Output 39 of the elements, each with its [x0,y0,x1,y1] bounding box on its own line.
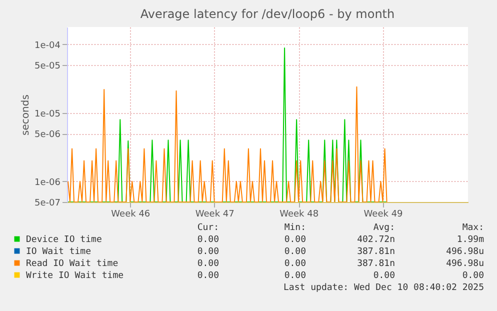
line-series [68,86,388,202]
text: 402.72n [357,235,395,245]
text: 0.00 [284,271,306,281]
text: Max: [462,223,484,233]
y-tick-label: 5e-07 [34,198,60,208]
line-series [68,47,388,202]
text: 0.00 [284,247,306,257]
text: 0.00 [373,271,395,281]
text: 0.00 [284,259,306,269]
x-tick-label: Week 47 [195,210,234,220]
text: Min: [284,223,306,233]
y-tick-label: 5e-05 [34,62,60,72]
text: Cur: [197,223,219,233]
legend-label: Write IO Wait time [26,271,124,281]
text: Avg: [373,223,395,233]
legend-label: Device IO time [26,235,102,245]
y-axis-title: seconds [20,94,32,136]
y-tick-label: 5e-06 [34,130,61,140]
text: 0.00 [197,259,219,269]
y-tick-label: 1e-05 [34,109,60,120]
x-tick-label: Week 48 [280,210,319,220]
text: 0.00 [462,271,484,281]
text: 0.00 [284,235,306,245]
x-tick-label: Week 49 [364,210,404,220]
text: 0.00 [197,247,219,257]
text: 1.99m [456,235,484,245]
text: Last update: Wed Dec 10 08:40:02 2025 [284,283,484,293]
text: 496.98u [446,247,484,257]
legend-label: Read IO Wait time [26,259,118,269]
y-tick-label: 1e-06 [34,178,61,188]
text: 387.81n [357,247,395,257]
x-tick-label: Week 46 [111,210,150,220]
text: 0.00 [197,235,219,245]
text: 387.81n [357,259,395,269]
legend-label: IO Wait time [26,247,92,257]
text: 496.98u [446,259,484,269]
text: 0.00 [197,271,219,281]
chart-title: Average latency for /dev/loop6 - by month [140,7,395,21]
y-tick-label: 1e-04 [34,40,61,51]
